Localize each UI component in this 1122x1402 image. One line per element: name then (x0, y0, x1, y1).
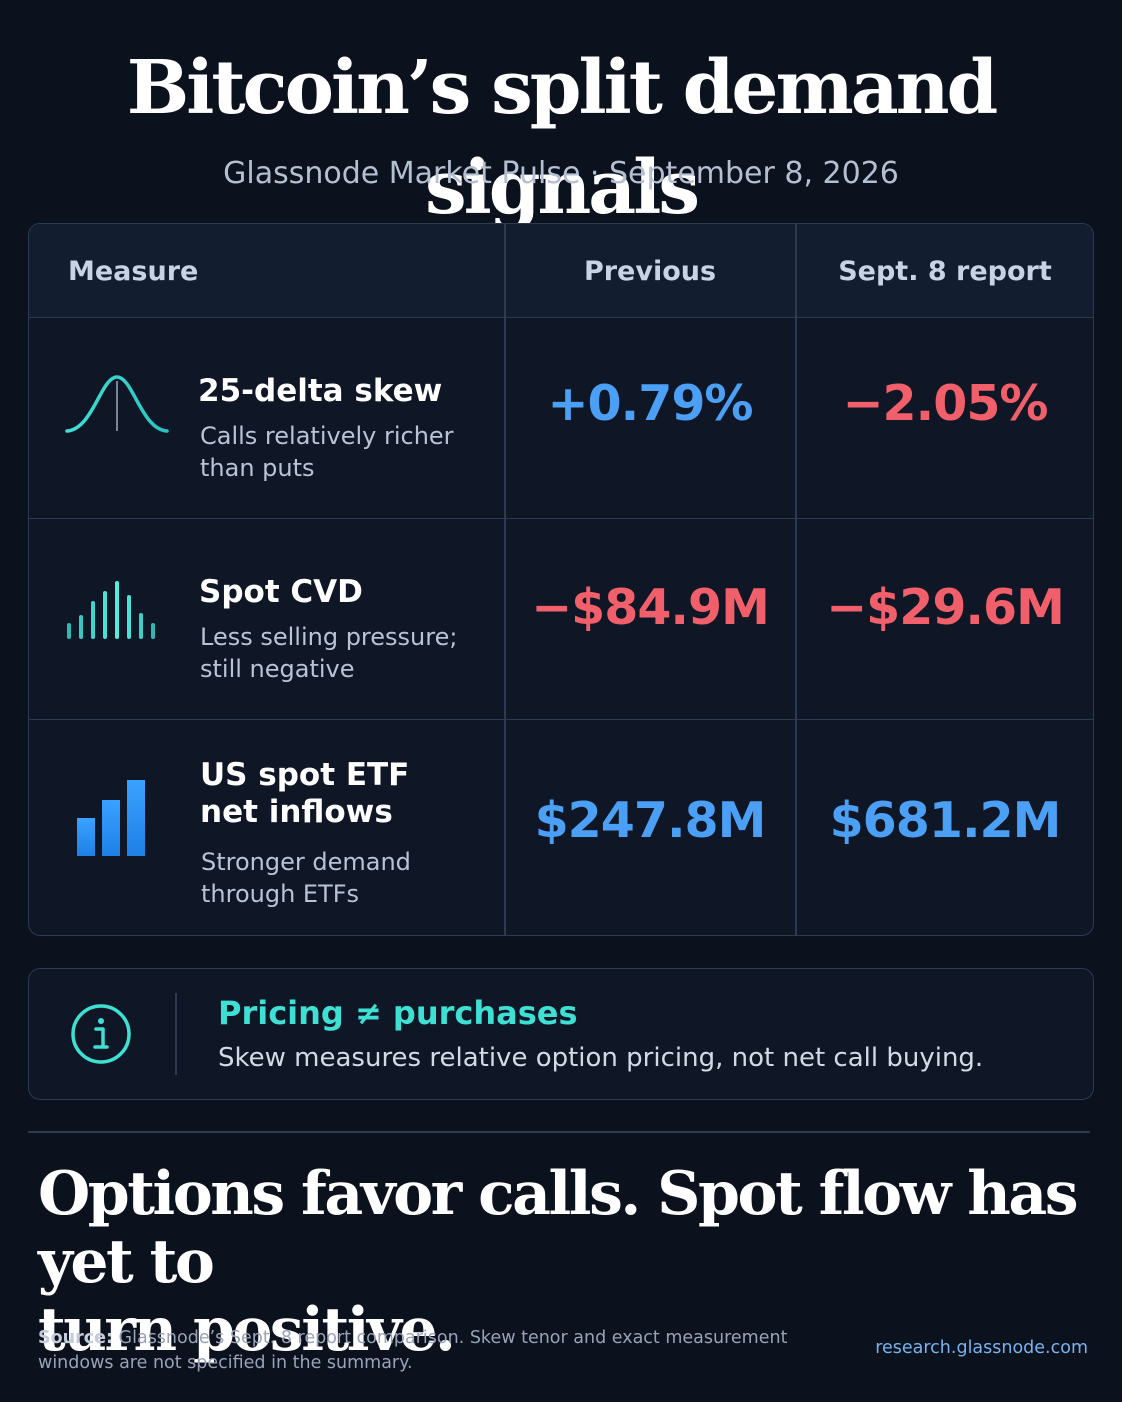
current-value: −$29.6M (826, 579, 1065, 636)
info-icon (71, 1004, 131, 1064)
info-callout: Pricing ≠ purchases Skew measures relati… (28, 968, 1094, 1100)
bar-chart-icon (77, 780, 145, 856)
source-label: Source: (38, 1328, 113, 1348)
measure-description: through ETFs (201, 880, 360, 908)
measure-name: Spot CVD (199, 574, 363, 610)
table-row: 25-delta skew Calls relatively richer th… (29, 317, 1093, 518)
measure-name: 25-delta skew (198, 373, 443, 409)
comparison-table: Measure Previous Sept. 8 report 25-delta… (28, 223, 1094, 936)
table-row: Spot CVD Less selling pressure; still ne… (29, 518, 1093, 720)
headline-line: turn positive. (38, 1295, 456, 1365)
headline: Options favor calls. Spot flow has yet t… (38, 1160, 1098, 1364)
measure-name: net inflows (200, 794, 393, 830)
header-measure: Measure (68, 256, 199, 287)
header-current: Sept. 8 report (838, 256, 1052, 287)
table-header: Measure Previous Sept. 8 report (29, 224, 1093, 318)
measure-description: still negative (200, 655, 355, 683)
measure-description: than puts (200, 454, 315, 482)
previous-value: +0.79% (547, 375, 753, 432)
column-divider (504, 224, 506, 935)
volume-bars-icon (67, 581, 155, 639)
page-subtitle: Glassnode Market Pulse · September 8, 20… (223, 156, 899, 191)
headline-line: Options favor calls. Spot flow has yet t… (38, 1159, 1079, 1297)
table-row: US spot ETF net inflows Stronger demand … (29, 719, 1093, 935)
previous-value: −$84.9M (531, 579, 770, 636)
current-value: −2.05% (842, 375, 1048, 432)
measure-name: US spot ETF (200, 757, 410, 793)
measure-description: Calls relatively richer (200, 422, 454, 450)
previous-value: $247.8M (534, 792, 767, 849)
current-value: $681.2M (829, 792, 1062, 849)
measure-description: Stronger demand (201, 848, 411, 876)
callout-divider (175, 993, 177, 1075)
callout-text: Skew measures relative option pricing, n… (218, 1043, 984, 1073)
callout-title: Pricing ≠ purchases (218, 994, 578, 1032)
page-title: Bitcoin’s split demand signals (126, 45, 999, 231)
column-divider (795, 224, 797, 935)
section-divider (28, 1131, 1090, 1133)
bell-curve-icon (65, 375, 169, 433)
source-note: Source: Glassnode’s Sept. 8 report compa… (38, 1326, 828, 1376)
header-previous: Previous (583, 256, 717, 287)
source-link[interactable]: research.glassnode.com (875, 1338, 1088, 1358)
source-text: Glassnode’s Sept. 8 report comparison. S… (38, 1328, 788, 1373)
measure-description: Less selling pressure; (200, 623, 458, 651)
